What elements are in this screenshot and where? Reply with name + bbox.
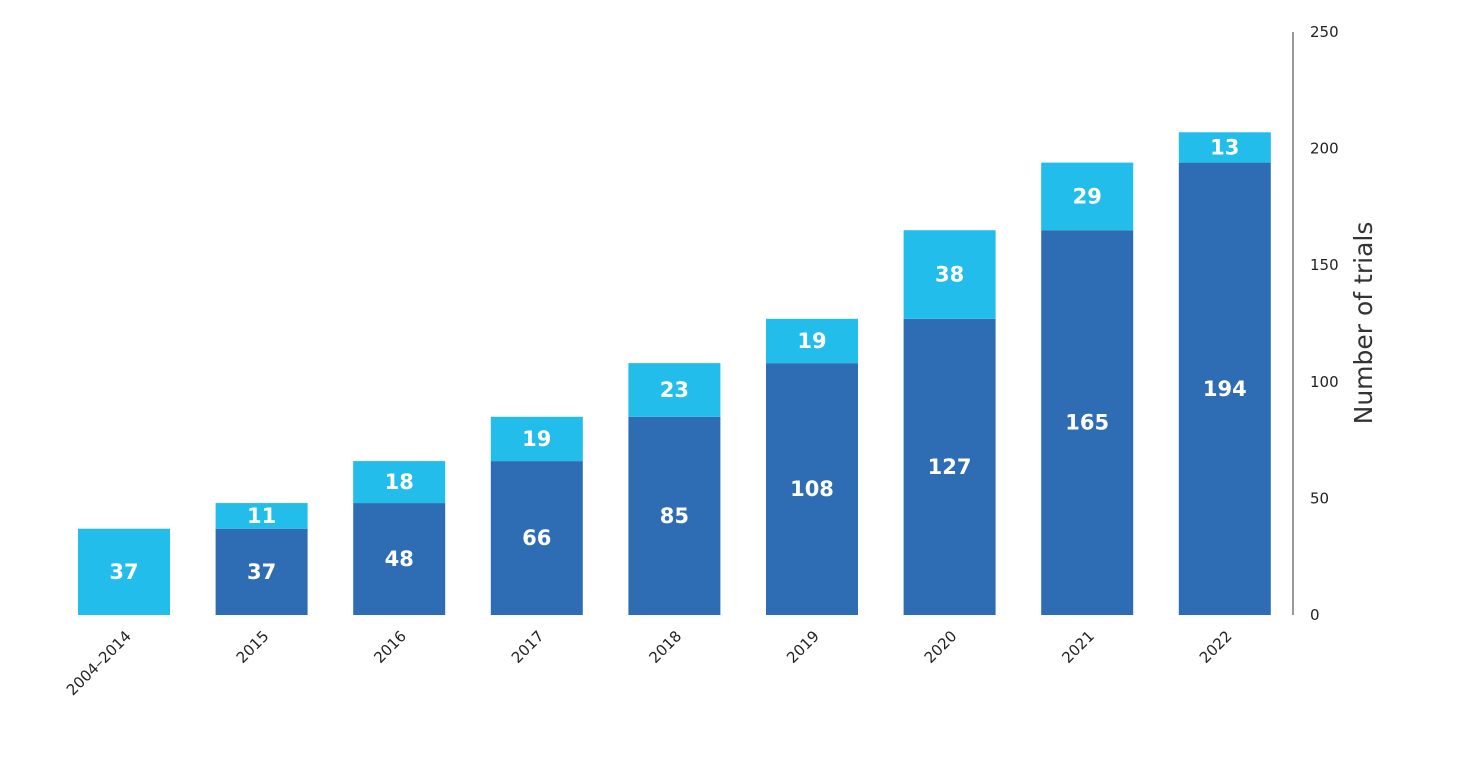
x-tick-label: 2016 (370, 627, 410, 667)
bar-value-label: 37 (247, 560, 276, 584)
x-tick-label: 2018 (645, 627, 685, 667)
bar-segment (1178, 162, 1271, 616)
y-tick-label: 200 (1310, 140, 1339, 158)
y-tick-label: 100 (1310, 373, 1339, 391)
bar-labels-group: 37 37 11 48 18 66 19 85 23 108 19 127 38 165 29 194 13 (109, 135, 1246, 583)
bar-value-label: 19 (797, 329, 826, 353)
bar-segment (490, 461, 583, 615)
x-tick-label: 2020 (921, 627, 961, 667)
x-tick-label: 2017 (508, 627, 548, 667)
bar-value-label: 85 (660, 504, 689, 528)
y-tick-label: 150 (1310, 256, 1339, 274)
bar-value-label: 48 (385, 547, 414, 571)
bar-value-label: 29 (1073, 184, 1102, 208)
y-tick-label: 250 (1310, 23, 1339, 41)
x-tick-label: 2015 (233, 627, 273, 667)
x-tick-label: 2021 (1058, 627, 1098, 667)
bar-value-label: 127 (928, 455, 972, 479)
bar-value-label: 38 (935, 263, 964, 287)
y-axis-ticks: 0 50 100 150 200 250 (1310, 23, 1339, 624)
bar-segment (1178, 132, 1271, 163)
bar-segment (1041, 162, 1134, 231)
bar-value-label: 19 (522, 427, 551, 451)
y-axis-title: Number of trials (1349, 222, 1378, 425)
y-tick-label: 0 (1310, 606, 1320, 624)
bar-value-label: 11 (247, 504, 276, 528)
bar-segment (490, 416, 583, 462)
bar-segment (215, 503, 308, 529)
bar-value-label: 194 (1203, 377, 1247, 401)
x-tick-label: 2022 (1196, 627, 1236, 667)
bar-value-label: 13 (1210, 135, 1239, 159)
bar-segment (353, 503, 446, 615)
bar-segment (903, 318, 996, 615)
bar-value-label: 108 (790, 477, 834, 501)
bar-segment (628, 363, 721, 417)
bar-segment (353, 461, 446, 504)
bars-group (78, 132, 1271, 616)
bar-segment (215, 528, 308, 615)
bar-segment (628, 416, 721, 615)
bar-value-label: 66 (522, 526, 551, 550)
bar-segment (766, 318, 858, 364)
bar-value-label: 23 (660, 378, 689, 402)
x-tick-label: 2019 (783, 627, 823, 667)
x-tick-label: 2004–2014 (63, 627, 135, 699)
x-axis-labels: 2004–2014 2015 2016 2017 2018 2019 2020 2021 202… (63, 627, 1236, 699)
bar-segment (903, 230, 996, 319)
bar-value-label: 18 (385, 470, 414, 494)
bar-value-label: 165 (1065, 411, 1109, 435)
y-tick-label: 50 (1310, 489, 1329, 507)
bar-segment (78, 528, 170, 615)
bar-segment (766, 363, 858, 615)
bar-value-label: 37 (109, 560, 138, 584)
bar-segment (1041, 230, 1134, 615)
